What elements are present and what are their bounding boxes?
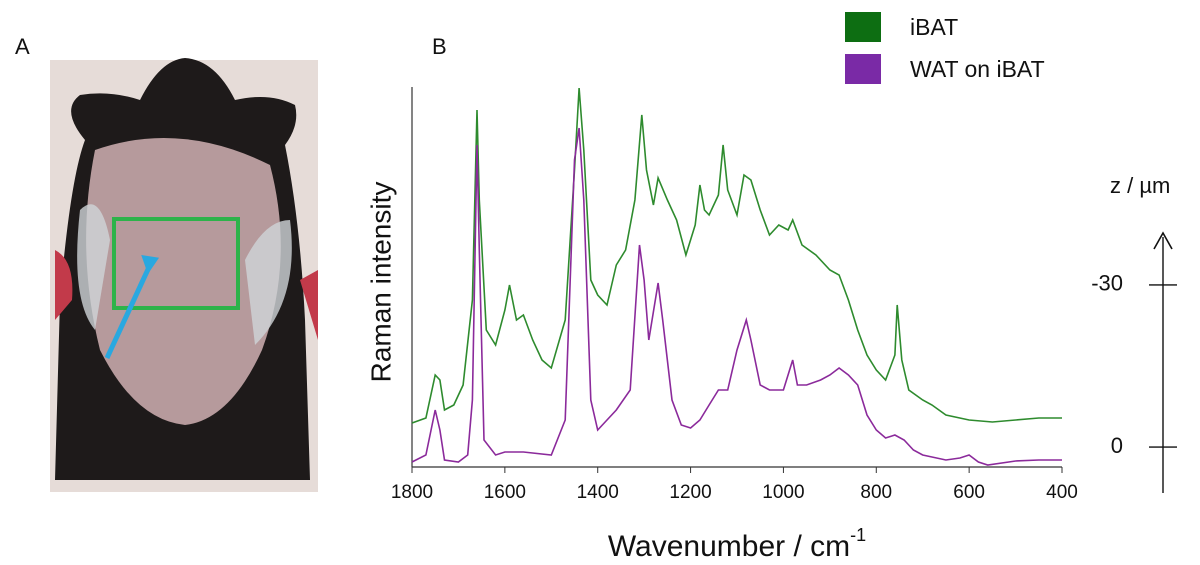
z-tick-label: 0 bbox=[1111, 433, 1123, 458]
skin-flap bbox=[77, 204, 292, 345]
x-tick-label: 600 bbox=[953, 482, 985, 503]
legend-label: iBAT bbox=[910, 14, 958, 40]
photo bbox=[50, 58, 318, 492]
x-axis-title-text: Wavenumber / cm bbox=[608, 530, 850, 563]
z-tick-label: -30 bbox=[1091, 271, 1123, 296]
x-tick-label: 1800 bbox=[391, 482, 433, 503]
arrow-head bbox=[141, 255, 160, 275]
mouse-tissue bbox=[86, 138, 281, 425]
x-axis-title: Wavenumber / cm-1 bbox=[608, 525, 866, 563]
arrow-shaft bbox=[104, 263, 153, 360]
legend-swatch bbox=[845, 54, 881, 84]
roi-box bbox=[112, 217, 240, 310]
z-axis-arrow bbox=[1153, 231, 1173, 250]
legend-swatch bbox=[845, 12, 881, 42]
x-tick-label: 400 bbox=[1046, 482, 1078, 503]
x-tick-label: 1000 bbox=[762, 482, 804, 503]
panel-label: A bbox=[15, 34, 30, 59]
x-tick-label: 1400 bbox=[577, 482, 619, 503]
legend-label: WAT on iBAT bbox=[910, 56, 1045, 82]
x-tick-label: 1200 bbox=[669, 482, 711, 503]
z-axis-title: z / µm bbox=[1110, 173, 1170, 198]
x-tick-label: 1600 bbox=[484, 482, 526, 503]
spectrum-line bbox=[411, 127, 1062, 466]
x-tick-label: 800 bbox=[860, 482, 892, 503]
panel-label: B bbox=[432, 34, 447, 59]
x-axis-title-sup: -1 bbox=[850, 525, 866, 545]
spectrum-line bbox=[411, 87, 1062, 424]
y-axis-title: Raman intensity bbox=[365, 182, 396, 383]
